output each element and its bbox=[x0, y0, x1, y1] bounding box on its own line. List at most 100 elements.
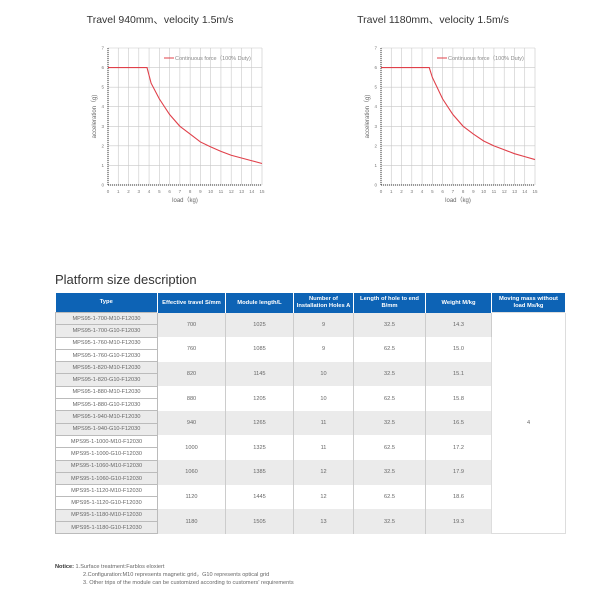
y-tick-label: 7 bbox=[374, 46, 377, 51]
travel-cell: 700 bbox=[157, 312, 226, 338]
type-cell: MPS95-1-1060-G10-F12030 bbox=[55, 471, 158, 486]
hole_end-cell: 32.5 bbox=[353, 509, 426, 534]
x-tick-label: 11 bbox=[219, 189, 224, 194]
holes-cell: 11 bbox=[293, 435, 354, 461]
type-cell: MPS95-1-760-M10-F12030 bbox=[55, 336, 158, 350]
x-tick-label: 5 bbox=[431, 189, 434, 194]
x-tick-label: 11 bbox=[492, 189, 497, 194]
length-cell: 1265 bbox=[225, 410, 294, 436]
y-tick-label: 0 bbox=[101, 183, 104, 188]
notice-label: Notice: bbox=[55, 564, 74, 570]
x-tick-label: 5 bbox=[158, 189, 161, 194]
y-tick-label: 1 bbox=[101, 163, 104, 168]
type-cell: MPS95-1-1180-G10-F12030 bbox=[55, 521, 158, 535]
notice-line: 1.Surface treatment:Farblos eloxiert bbox=[75, 564, 165, 570]
x-tick-label: 10 bbox=[481, 189, 487, 194]
table-row: MPS95-1-1180-G10-F12030 bbox=[55, 521, 566, 535]
length-cell: 1445 bbox=[225, 484, 294, 510]
type-cell: MPS95-1-1120-M10-F12030 bbox=[55, 484, 158, 498]
y-tick-label: 2 bbox=[374, 143, 377, 148]
y-tick-label: 3 bbox=[374, 124, 377, 129]
y-tick-label: 0 bbox=[374, 183, 377, 188]
series-line bbox=[108, 67, 263, 165]
x-tick-label: 14 bbox=[249, 189, 255, 194]
type-cell: MPS95-1-880-M10-F12030 bbox=[55, 385, 158, 400]
table-row: MPS95-1-940-M10-F12030 940 1265 11 32.5 16.5 bbox=[55, 410, 566, 436]
x-tick-label: 8 bbox=[189, 189, 192, 194]
chart-title: Travel 1180mm、velocity 1.5m/s bbox=[357, 14, 509, 26]
y-tick-label: 5 bbox=[374, 85, 377, 90]
y-tick-label: 2 bbox=[101, 143, 104, 148]
type-cell: MPS95-1-1180-M10-F12030 bbox=[55, 508, 158, 523]
weight-cell: 17.9 bbox=[425, 460, 492, 485]
x-tick-label: 7 bbox=[452, 189, 455, 194]
x-tick-label: 9 bbox=[472, 189, 475, 194]
x-tick-label: 10 bbox=[208, 189, 214, 194]
y-tick-label: 6 bbox=[101, 65, 104, 70]
length-cell: 1505 bbox=[225, 509, 294, 534]
x-axis-label: load（kg) bbox=[445, 197, 471, 204]
chart-svg: 0 1 2 3 4 5 6 7 8 9 10 11 12 13 14 1501234567Continuous… bbox=[91, 46, 265, 205]
x-tick-label: 9 bbox=[199, 189, 202, 194]
type-cell: MPS95-1-700-G10-F12030 bbox=[55, 324, 158, 338]
x-tick-label: 4 bbox=[421, 189, 424, 194]
table-row: MPS95-1-880-M10-F12030 880 1205 10 62.5 15.8 bbox=[55, 385, 566, 411]
notice-line: 3. Other trips of the module can be cust… bbox=[83, 580, 294, 586]
table-row: MPS95-1-820-G10-F12030 bbox=[55, 373, 566, 387]
chart-1180: Travel 1180mm、velocity 1.5m/s 0 1 2 3 4 5 6 7 8 9… bbox=[283, 0, 583, 215]
table-row: MPS95-1-1060-M10-F12030 1060 1385 12 32.5 17.… bbox=[55, 459, 566, 485]
travel-cell: 880 bbox=[157, 386, 226, 411]
y-tick-label: 6 bbox=[374, 65, 377, 70]
x-tick-label: 8 bbox=[462, 189, 465, 194]
y-axis-label: acceleration（g) bbox=[364, 95, 371, 139]
hole_end-cell: 32.5 bbox=[353, 410, 426, 436]
table-row: MPS95-1-1060-G10-F12030 bbox=[55, 471, 566, 486]
length-cell: 1085 bbox=[225, 337, 294, 362]
type-cell: MPS95-1-820-M10-F12030 bbox=[55, 361, 158, 375]
length-cell: 1205 bbox=[225, 386, 294, 411]
x-tick-label: 3 bbox=[411, 189, 414, 194]
y-tick-label: 7 bbox=[101, 46, 104, 51]
holes-cell: 9 bbox=[293, 312, 354, 338]
weight-cell: 15.8 bbox=[425, 386, 492, 411]
column-header: Type bbox=[55, 293, 158, 313]
weight-cell: 17.2 bbox=[425, 435, 492, 461]
holes-cell: 10 bbox=[293, 361, 354, 387]
x-tick-label: 13 bbox=[239, 189, 245, 194]
notice: Notice: 1.Surface treatment:Farblos elox… bbox=[55, 563, 294, 587]
notice-line: 2.Configuration:M10 represents magnetic … bbox=[83, 572, 270, 578]
type-cell: MPS95-1-880-G10-F12030 bbox=[55, 398, 158, 412]
holes-cell: 12 bbox=[293, 460, 354, 485]
legend-label: Continuous force（100% Duty) bbox=[448, 55, 524, 62]
y-tick-label: 5 bbox=[101, 85, 104, 90]
x-tick-label: 1 bbox=[117, 189, 120, 194]
column-header: Weight M/kg bbox=[425, 293, 492, 313]
holes-cell: 11 bbox=[293, 410, 354, 436]
hole_end-cell: 62.5 bbox=[353, 435, 426, 461]
travel-cell: 1000 bbox=[157, 435, 226, 461]
type-cell: MPS95-1-1000-G10-F12030 bbox=[55, 447, 158, 461]
x-tick-label: 13 bbox=[512, 189, 518, 194]
table-row: MPS95-1-700-M10-F12030 700 1025 9 32.5 14.3 4 bbox=[55, 311, 566, 535]
legend-label: Continuous force（100% Duty) bbox=[175, 55, 251, 62]
length-cell: 1145 bbox=[225, 361, 294, 387]
length-cell: 1025 bbox=[225, 312, 294, 338]
holes-cell: 10 bbox=[293, 386, 354, 411]
travel-cell: 1120 bbox=[157, 484, 226, 510]
table-row: MPS95-1-1000-M10-F12030 1000 1325 11 62.5 17.… bbox=[55, 434, 566, 461]
weight-cell: 15.1 bbox=[425, 361, 492, 387]
x-tick-label: 1 bbox=[390, 189, 393, 194]
y-tick-label: 4 bbox=[374, 104, 377, 109]
travel-cell: 760 bbox=[157, 337, 226, 362]
hole_end-cell: 32.5 bbox=[353, 460, 426, 485]
x-tick-label: 3 bbox=[138, 189, 141, 194]
type-cell: MPS95-1-1000-M10-F12030 bbox=[55, 434, 158, 449]
weight-cell: 14.3 bbox=[425, 312, 492, 338]
column-header: Number of Installation Holes A bbox=[293, 293, 354, 313]
x-tick-label: 0 bbox=[380, 189, 383, 194]
table-row: MPS95-1-760-M10-F12030 760 1085 9 62.5 15.0 bbox=[55, 336, 566, 362]
y-axis-label: acceleration（g) bbox=[91, 95, 98, 139]
x-tick-label: 6 bbox=[441, 189, 444, 194]
y-tick-label: 3 bbox=[101, 124, 104, 129]
